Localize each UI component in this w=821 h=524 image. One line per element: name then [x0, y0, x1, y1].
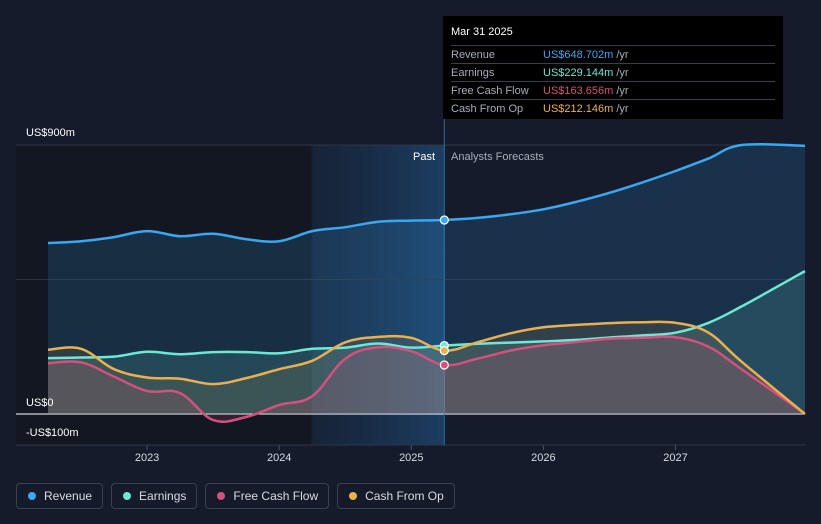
- marker-cash-from-op: [439, 346, 449, 356]
- x-tick-label: 2024: [267, 452, 291, 464]
- past-label: Past: [413, 151, 435, 163]
- area-revenue: [48, 144, 805, 414]
- tooltip-unit: /yr: [616, 48, 629, 61]
- tooltip-unit: /yr: [616, 84, 629, 97]
- legend-label: Free Cash Flow: [233, 489, 319, 503]
- tooltip-name: Revenue: [451, 48, 496, 61]
- forecast-label: Analysts Forecasts: [451, 151, 544, 163]
- legend-dot-icon: [349, 492, 358, 500]
- y-tick-label-zero: US$0: [26, 397, 54, 409]
- legend: Revenue Earnings Free Cash Flow Cash Fro…: [16, 483, 455, 509]
- legend-dot-icon: [217, 492, 226, 500]
- legend-label: Earnings: [139, 489, 187, 503]
- tooltip-name: Earnings: [451, 66, 495, 79]
- legend-label: Revenue: [44, 489, 93, 503]
- tooltip-value: US$212.146m: [543, 102, 614, 115]
- y-tick-label-negative: -US$100m: [26, 427, 79, 439]
- tooltip-unit: /yr: [616, 66, 629, 79]
- legend-item-revenue[interactable]: Revenue: [16, 483, 104, 509]
- area-earnings: [48, 271, 805, 414]
- tooltip-row-revenue: Revenue US$648.702m /yr: [451, 45, 775, 63]
- tooltip-date: Mar 31 2025: [451, 26, 513, 38]
- marker-free-cash-flow: [439, 360, 449, 370]
- area-cash-from-op: [48, 321, 805, 414]
- series-line-free-cash-flow: [47, 335, 806, 423]
- series-line-revenue: [47, 142, 806, 245]
- legend-item-earnings[interactable]: Earnings: [111, 483, 198, 509]
- x-tick-label: 2026: [531, 452, 555, 464]
- y-tick-label-top: US$900m: [26, 127, 75, 139]
- tooltip-value: US$229.144m: [543, 66, 614, 79]
- x-tick-label: 2025: [399, 452, 423, 464]
- legend-item-free-cash-flow[interactable]: Free Cash Flow: [205, 483, 330, 509]
- tooltip-name: Cash From Op: [451, 102, 524, 115]
- legend-label: Cash From Op: [365, 489, 444, 503]
- series-line-cash-from-op: [47, 320, 806, 415]
- legend-item-cash-from-op[interactable]: Cash From Op: [337, 483, 455, 509]
- tooltip-value: US$648.702m: [543, 48, 614, 61]
- past-highlight-band: [312, 145, 445, 445]
- series-line-earnings: [47, 270, 806, 360]
- marker-revenue: [439, 215, 449, 225]
- x-tick-label: 2027: [663, 452, 687, 464]
- tooltip-row-free-cash-flow: Free Cash Flow US$163.656m /yr: [451, 81, 775, 99]
- legend-dot-icon: [28, 492, 36, 500]
- area-free-cash-flow: [48, 336, 805, 422]
- legend-dot-icon: [123, 492, 132, 500]
- tooltip-name: Free Cash Flow: [451, 84, 529, 97]
- tooltip: Mar 31 2025 Revenue US$648.702m /yr Earn…: [443, 16, 783, 119]
- tooltip-unit: /yr: [616, 102, 629, 115]
- x-tick-label: 2023: [135, 452, 159, 464]
- tooltip-row-cash-from-op: Cash From Op US$212.146m /yr: [451, 99, 775, 117]
- tooltip-value: US$163.656m: [543, 84, 614, 97]
- past-background: [16, 145, 311, 445]
- tooltip-row-earnings: Earnings US$229.144m /yr: [451, 63, 775, 81]
